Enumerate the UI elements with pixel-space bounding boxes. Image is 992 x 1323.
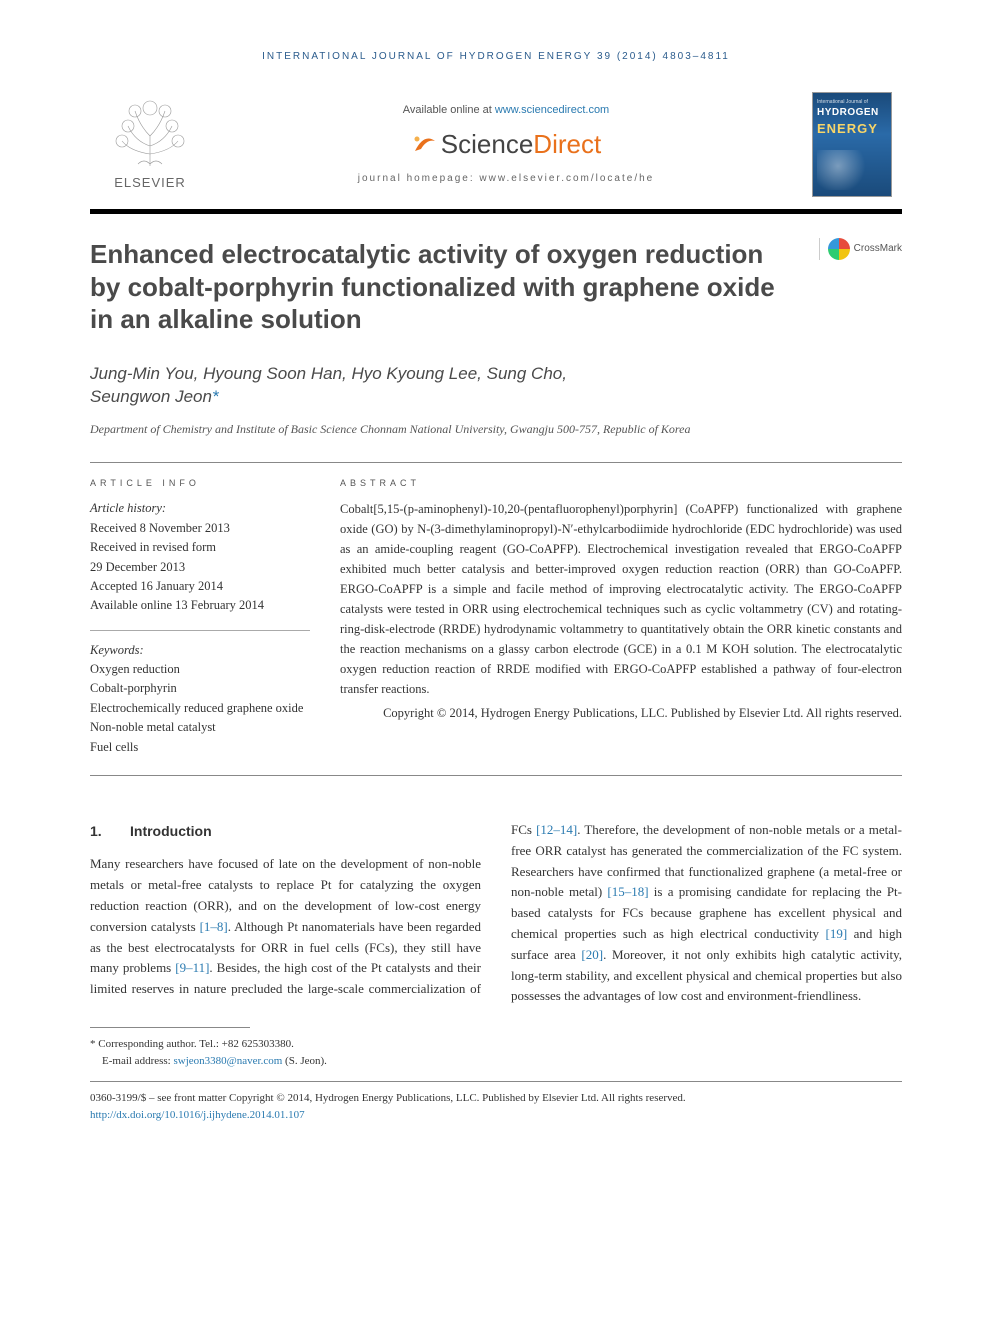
email-label: E-mail address: (102, 1055, 173, 1067)
authors-line-2: Seungwon Jeon (90, 387, 212, 406)
divider-2 (90, 775, 902, 776)
journal-home-link[interactable]: www.elsevier.com/locate/he (479, 173, 654, 184)
keyword-4: Non-noble metal catalyst (90, 718, 310, 737)
bottom-divider (90, 1081, 902, 1082)
history-accepted: Accepted 16 January 2014 (90, 577, 310, 596)
authors: Jung-Min You, Hyoung Soon Han, Hyo Kyoun… (90, 362, 902, 410)
footnote-separator (90, 1027, 250, 1028)
crossmark-icon (828, 238, 850, 260)
history-revised-2: 29 December 2013 (90, 558, 310, 577)
keyword-3: Electrochemically reduced graphene oxide (90, 699, 310, 718)
affiliation: Department of Chemistry and Institute of… (90, 421, 902, 438)
abstract-col: ABSTRACT Cobalt[5,15-(p-aminophenyl)-10,… (340, 477, 902, 757)
ref-12-14[interactable]: [12–14] (536, 822, 577, 837)
ref-9-11[interactable]: [9–11] (175, 960, 209, 975)
ref-19[interactable]: [19] (826, 926, 848, 941)
history-received: Received 8 November 2013 (90, 519, 310, 538)
elsevier-wordmark: ELSEVIER (100, 174, 200, 192)
article-info-col: ARTICLE INFO Article history: Received 8… (90, 477, 310, 757)
authors-line-1: Jung-Min You, Hyoung Soon Han, Hyo Kyoun… (90, 364, 567, 383)
corresponding-email[interactable]: swjeon3380@naver.com (173, 1055, 282, 1067)
intro-title: Introduction (130, 823, 212, 839)
title-row: Enhanced electrocatalytic activity of ox… (90, 238, 902, 336)
black-divider (90, 209, 902, 214)
ref-20[interactable]: [20] (581, 947, 603, 962)
sd-right: Direct (533, 129, 601, 159)
doi-link[interactable]: http://dx.doi.org/10.1016/j.ijhydene.201… (90, 1109, 305, 1121)
front-matter-line: 0360-3199/$ – see front matter Copyright… (90, 1090, 902, 1107)
history-online: Available online 13 February 2014 (90, 596, 310, 615)
sd-left: Science (441, 129, 534, 159)
article-history: Article history: Received 8 November 201… (90, 499, 310, 615)
sd-swoosh-icon (411, 131, 437, 157)
divider-1 (90, 462, 902, 463)
cover-energy: ENERGY (817, 120, 887, 138)
sciencedirect-link[interactable]: www.sciencedirect.com (495, 104, 609, 116)
available-online: Available online at www.sciencedirect.co… (200, 103, 812, 118)
intro-paragraph: Many researchers have focused of late on… (90, 820, 902, 1007)
sciencedirect-logo[interactable]: ScienceDirect (200, 126, 812, 162)
article-title: Enhanced electrocatalytic activity of ox… (90, 238, 819, 336)
info-abstract-row: ARTICLE INFO Article history: Received 8… (90, 477, 902, 757)
footnote: * Corresponding author. Tel.: +82 625303… (90, 1036, 902, 1069)
running-head: INTERNATIONAL JOURNAL OF HYDROGEN ENERGY… (90, 50, 902, 64)
keywords-label: Keywords: (90, 641, 310, 660)
cover-journal-line: International Journal of (817, 99, 887, 106)
keyword-2: Cobalt-porphyrin (90, 679, 310, 698)
journal-homepage: journal homepage: www.elsevier.com/locat… (200, 172, 812, 186)
keywords-block: Keywords: Oxygen reduction Cobalt-porphy… (90, 630, 310, 757)
journal-home-prefix: journal homepage: (358, 173, 480, 184)
crossmark-label: CrossMark (854, 242, 902, 256)
abstract-text: Cobalt[5,15-(p-aminophenyl)-10,20-(penta… (340, 499, 902, 723)
history-revised-1: Received in revised form (90, 538, 310, 557)
intro-heading: 1.Introduction (90, 820, 481, 842)
corresponding-tel: Tel.: +82 625303380. (199, 1038, 294, 1050)
history-label: Article history: (90, 499, 310, 518)
page: INTERNATIONAL JOURNAL OF HYDROGEN ENERGY… (0, 0, 992, 1163)
intro-num: 1. (90, 820, 130, 842)
article-info-label: ARTICLE INFO (90, 477, 310, 490)
cover-art-icon (817, 150, 887, 190)
elsevier-tree-icon (100, 96, 200, 170)
journal-cover-thumb[interactable]: International Journal of HYDROGEN ENERGY (812, 92, 892, 197)
ref-1-8[interactable]: [1–8] (200, 919, 228, 934)
abstract-copyright: Copyright © 2014, Hydrogen Energy Public… (340, 703, 902, 723)
available-prefix: Available online at (403, 104, 495, 116)
email-name: (S. Jeon). (282, 1055, 327, 1067)
crossmark-badge[interactable]: CrossMark (819, 238, 902, 260)
top-banner: ELSEVIER Available online at www.science… (90, 84, 902, 207)
elsevier-logo[interactable]: ELSEVIER (100, 96, 200, 192)
bottom-matter: 0360-3199/$ – see front matter Copyright… (90, 1090, 902, 1123)
keyword-1: Oxygen reduction (90, 660, 310, 679)
corresponding-label: * Corresponding author. (90, 1038, 199, 1050)
keyword-5: Fuel cells (90, 738, 310, 757)
sd-logo-text: ScienceDirect (441, 126, 601, 162)
ref-15-18[interactable]: [15–18] (607, 884, 648, 899)
banner-center: Available online at www.sciencedirect.co… (200, 103, 812, 187)
body-columns: 1.Introduction Many researchers have foc… (90, 820, 902, 1007)
cover-hydrogen: HYDROGEN (817, 106, 887, 120)
abstract-label: ABSTRACT (340, 477, 902, 490)
abstract-body: Cobalt[5,15-(p-aminophenyl)-10,20-(penta… (340, 502, 902, 696)
corresponding-mark[interactable]: * (212, 387, 219, 406)
